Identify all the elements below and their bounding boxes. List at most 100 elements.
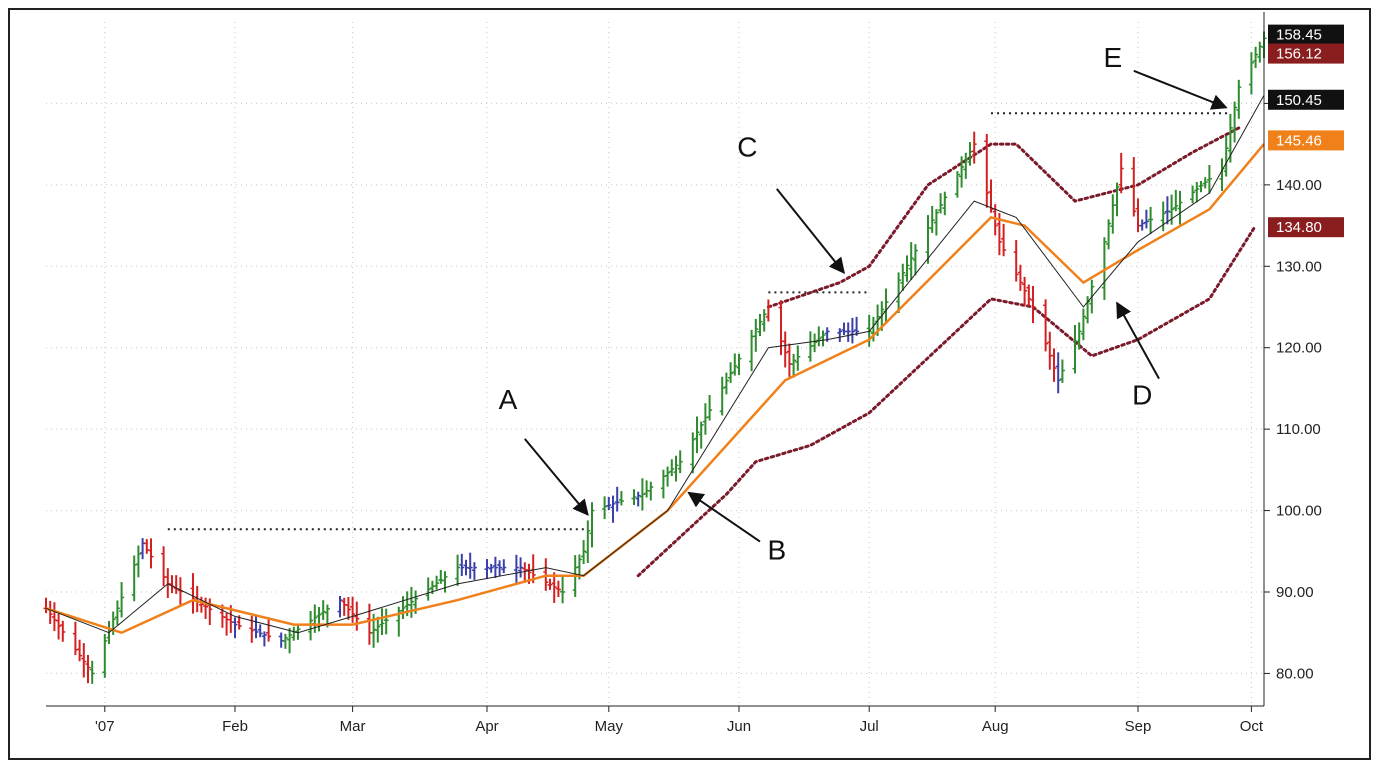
price-bar (954, 171, 960, 198)
price-bar (673, 455, 679, 482)
price-bar (1177, 190, 1183, 225)
price-bar (782, 331, 788, 368)
price-tag-label: 145.46 (1276, 132, 1322, 149)
price-tag-box (1268, 130, 1344, 151)
price-bar (169, 575, 175, 594)
x-tick-label: Feb (222, 718, 248, 735)
price-bar (1022, 276, 1028, 306)
annotation-label: E (1103, 42, 1122, 73)
price-bar (1232, 101, 1238, 143)
price-bar (383, 608, 389, 635)
price-bar (606, 496, 612, 511)
price-bar (1013, 240, 1019, 282)
price-bar (459, 553, 465, 576)
price-bar (232, 617, 238, 639)
price-bar (933, 209, 939, 236)
price-bar (161, 546, 167, 587)
price-bar (1118, 152, 1124, 194)
price-bar (354, 601, 360, 631)
fast-sma-line (45, 95, 1265, 634)
price-bar (261, 631, 267, 647)
price-bar (278, 632, 284, 648)
price-bar (757, 313, 763, 337)
upper-envelope (766, 126, 1241, 309)
price-bar (963, 152, 969, 179)
price-bar (1169, 194, 1175, 225)
price-bar (585, 520, 591, 564)
price-bar (778, 300, 784, 356)
moving-averages (45, 95, 1265, 635)
price-bar (102, 633, 108, 678)
price-bar (442, 571, 448, 593)
price-bar (1257, 41, 1263, 63)
price-bar (837, 328, 843, 342)
price-bar (1173, 189, 1179, 212)
price-bar (1194, 182, 1200, 203)
price-bar (665, 466, 671, 487)
y-tick-label: 90.00 (1276, 584, 1314, 601)
annotation-arrow (1116, 301, 1160, 380)
price-bar (379, 608, 385, 635)
price-bar (635, 491, 641, 507)
price-bar (660, 469, 666, 499)
price-bar (257, 624, 263, 638)
price-bar (1253, 46, 1259, 69)
price-bar (1030, 286, 1036, 324)
price-bar (144, 539, 150, 554)
x-tick-label: Aug (982, 718, 1009, 735)
price-bar (320, 600, 326, 621)
price-bar (967, 142, 973, 166)
price-bar (896, 272, 902, 313)
price-bar (1072, 325, 1078, 374)
price-bar (434, 575, 440, 590)
y-tick-label: 100.00 (1276, 503, 1322, 520)
price-bar (484, 559, 490, 580)
price-bar (375, 616, 381, 643)
price-bar (820, 330, 826, 347)
price-bar (89, 660, 95, 684)
annotations: A B C D E (499, 42, 1228, 565)
y-tick-label: 120.00 (1276, 340, 1322, 357)
price-bar (841, 322, 847, 336)
price-bar (1143, 209, 1149, 229)
price-bar (959, 156, 965, 188)
price-bar (282, 633, 288, 649)
price-bar (614, 486, 620, 512)
price-bar (60, 620, 66, 642)
price-tag-box (1268, 24, 1344, 45)
price-bar (677, 450, 683, 474)
price-bar (198, 596, 204, 613)
price-bar (266, 618, 272, 642)
price-bar (589, 502, 595, 548)
price-bar (1059, 359, 1065, 383)
price-bar (707, 394, 713, 421)
price-tag-box (1268, 217, 1344, 238)
x-tick-label: Jul (860, 718, 879, 735)
price-bar (501, 559, 507, 574)
price-bar (438, 570, 444, 584)
x-tick-label: Mar (340, 718, 366, 735)
annotation-arrow (687, 491, 761, 543)
price-bar (938, 193, 944, 214)
price-bar (698, 421, 704, 449)
price-bar (1198, 181, 1204, 193)
price-bar (795, 345, 801, 371)
price-bar (631, 489, 637, 506)
price-tag-label: 156.12 (1276, 46, 1322, 63)
price-bar (904, 255, 910, 282)
price-bar (1017, 264, 1023, 291)
price-bar (350, 596, 356, 623)
price-bar (618, 491, 624, 506)
price-bar (1047, 331, 1053, 370)
price-bar (253, 614, 259, 639)
resistance-lines (167, 112, 1231, 531)
price-bar (551, 572, 557, 603)
annotation-arrow (524, 438, 589, 516)
price-bar (467, 552, 473, 579)
price-bar (148, 538, 154, 569)
price-bar (812, 333, 818, 353)
price-bar (854, 316, 860, 336)
y-tick-label: 110.00 (1276, 421, 1321, 438)
x-tick-label: '07 (95, 718, 115, 735)
